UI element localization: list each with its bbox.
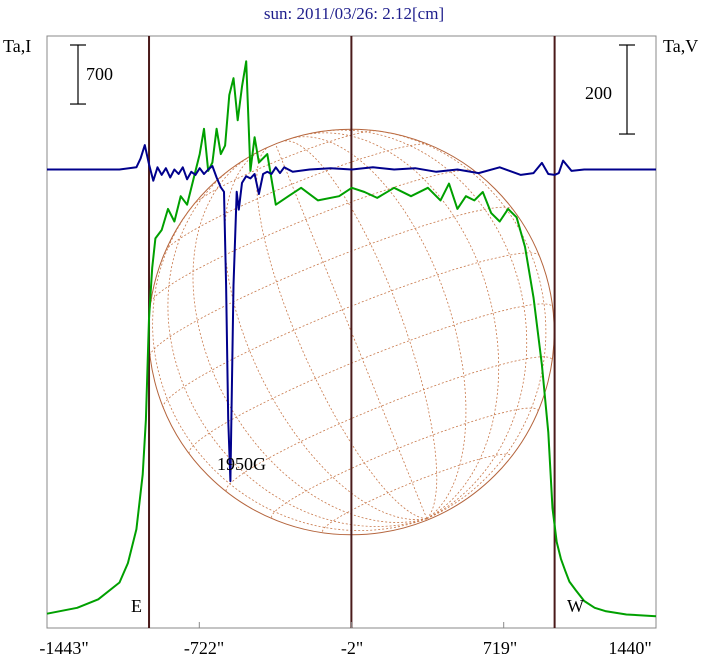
longitude-gridline — [319, 129, 528, 520]
intensity-curve — [46, 60, 657, 618]
latitude-gridline — [150, 169, 475, 303]
x-tick-label: 719" — [482, 638, 518, 658]
x-tick-label: -1443" — [39, 638, 89, 658]
longitude-gridline — [290, 136, 467, 520]
x-tick-label: -2" — [340, 638, 364, 658]
scale-bars — [70, 44, 635, 135]
longitude-gridline — [303, 132, 500, 520]
longitude-gridline — [167, 165, 427, 527]
latitude-gridline — [225, 356, 553, 492]
longitude-gridline — [224, 150, 427, 521]
longitude-gridline — [283, 140, 438, 519]
latitude-gridline — [188, 303, 553, 454]
longitude-gridline — [256, 146, 427, 520]
x-axis-ticks — [46, 622, 657, 628]
east-limb-label: E — [131, 596, 142, 616]
latitude-gridline — [149, 206, 514, 356]
longitude-gridline — [365, 129, 547, 520]
field-strength-annotation: 1950G — [217, 454, 266, 474]
left-axis-label: Ta,I — [3, 36, 32, 56]
x-tick-label: 1440" — [608, 638, 652, 658]
left-scale-bar-label: 700 — [86, 64, 113, 84]
latitude-gridline — [192, 130, 378, 206]
right-scale-bar-label: 200 — [585, 83, 612, 103]
right-axis-label: Ta,V — [663, 36, 699, 56]
latitude-gridline — [165, 143, 429, 251]
limb-marker-lines — [148, 36, 556, 628]
polarization-curve — [47, 144, 656, 483]
chart-title: sun: 2011/03/26: 2.12[cm] — [263, 4, 445, 23]
west-limb-label: W — [567, 596, 584, 616]
longitude-gridline — [152, 196, 427, 531]
longitude-gridline — [192, 156, 427, 523]
x-tick-label: -722" — [183, 638, 225, 658]
data-curves — [46, 60, 657, 618]
longitude-gridline — [275, 143, 428, 519]
